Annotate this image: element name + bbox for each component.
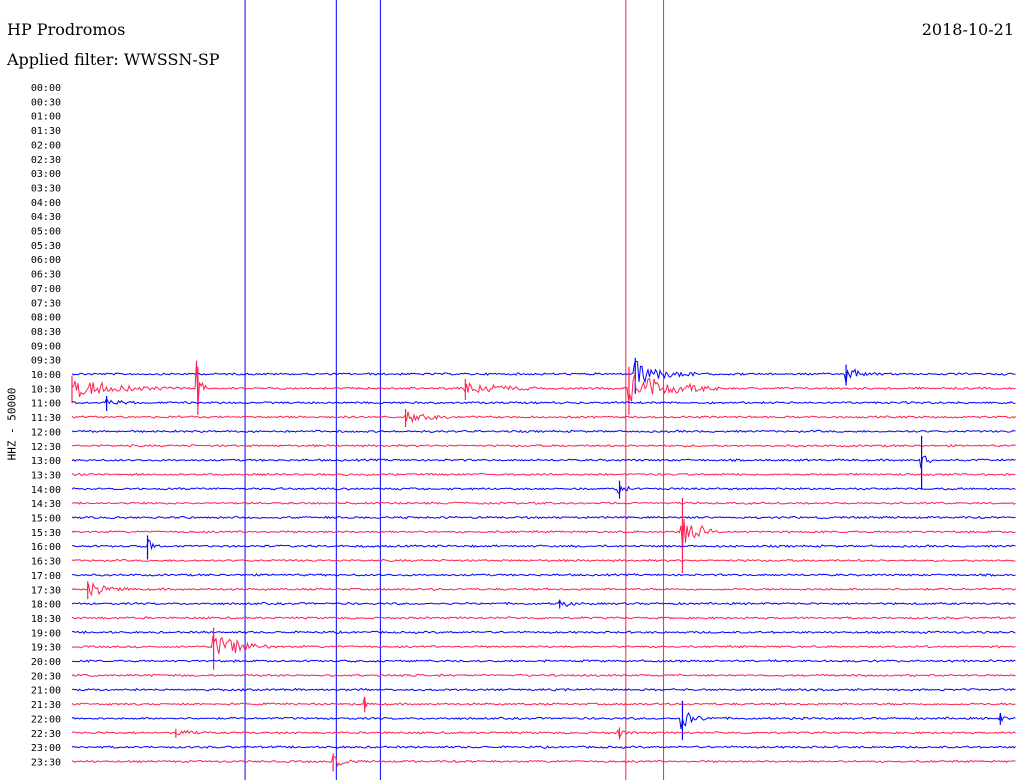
trace-line bbox=[71, 360, 1016, 384]
trace-line bbox=[71, 360, 1016, 408]
time-label: 19:30 bbox=[31, 643, 61, 654]
time-label: 09:30 bbox=[31, 356, 61, 367]
time-label: 02:30 bbox=[31, 155, 61, 166]
filter-label: Applied filter: WWSSN-SP bbox=[7, 50, 220, 69]
time-label: 16:30 bbox=[31, 557, 61, 568]
time-label: 07:00 bbox=[31, 284, 61, 295]
trace-line bbox=[71, 472, 1016, 477]
trace-line bbox=[71, 755, 1016, 767]
time-label: 16:00 bbox=[31, 542, 61, 553]
time-label: 11:30 bbox=[31, 413, 61, 424]
time-label: 17:00 bbox=[31, 571, 61, 582]
time-label: 17:30 bbox=[31, 585, 61, 596]
trace-line bbox=[71, 515, 1016, 520]
time-label: 09:00 bbox=[31, 341, 61, 352]
time-label: 13:00 bbox=[31, 456, 61, 467]
time-label: 01:00 bbox=[31, 112, 61, 123]
time-label: 05:30 bbox=[31, 241, 61, 252]
trace-line bbox=[71, 696, 1016, 709]
time-label: 23:30 bbox=[31, 757, 61, 768]
time-label: 14:00 bbox=[31, 485, 61, 496]
trace-line bbox=[71, 455, 1016, 469]
trace-line bbox=[71, 519, 1016, 549]
time-label: 07:30 bbox=[31, 298, 61, 309]
trace-line bbox=[71, 539, 1016, 551]
trace-line bbox=[71, 616, 1016, 620]
time-label: 04:30 bbox=[31, 212, 61, 223]
time-marker-group bbox=[244, 0, 665, 780]
trace-line bbox=[71, 573, 1016, 577]
time-label: 12:00 bbox=[31, 427, 61, 438]
time-label: 00:00 bbox=[31, 83, 61, 94]
time-label: 23:00 bbox=[31, 743, 61, 754]
time-label: 13:30 bbox=[31, 470, 61, 481]
time-label: 01:30 bbox=[31, 126, 61, 137]
trace-line bbox=[71, 443, 1016, 448]
trace-line bbox=[71, 558, 1016, 563]
trace-line bbox=[71, 411, 1016, 424]
time-label: 19:00 bbox=[31, 628, 61, 639]
trace-line bbox=[71, 711, 1016, 730]
time-label: 14:30 bbox=[31, 499, 61, 510]
time-label: 05:00 bbox=[31, 227, 61, 238]
trace-line bbox=[71, 635, 1016, 655]
time-label: 03:00 bbox=[31, 169, 61, 180]
trace-line bbox=[71, 501, 1016, 505]
trace-line bbox=[71, 429, 1016, 434]
trace-line bbox=[71, 687, 1016, 692]
time-label: 06:30 bbox=[31, 270, 61, 281]
trace-line bbox=[71, 745, 1016, 749]
time-label: 03:30 bbox=[31, 183, 61, 194]
trace-line bbox=[71, 659, 1016, 663]
time-label: 20:30 bbox=[31, 671, 61, 682]
time-label: 00:30 bbox=[31, 97, 61, 108]
trace-group bbox=[71, 357, 1016, 772]
trace-line bbox=[71, 630, 1016, 635]
time-label: 20:00 bbox=[31, 657, 61, 668]
time-label: 06:00 bbox=[31, 255, 61, 266]
time-label: 10:00 bbox=[31, 370, 61, 381]
time-label: 22:30 bbox=[31, 729, 61, 740]
time-label: 18:00 bbox=[31, 600, 61, 611]
time-label: 11:00 bbox=[31, 399, 61, 410]
time-label: 15:30 bbox=[31, 528, 61, 539]
time-label: 10:30 bbox=[31, 384, 61, 395]
trace-line bbox=[71, 599, 1016, 608]
time-label: 02:00 bbox=[31, 140, 61, 151]
time-label: 18:30 bbox=[31, 614, 61, 625]
trace-line bbox=[71, 673, 1016, 678]
time-label: 22:00 bbox=[31, 714, 61, 725]
trace-line bbox=[71, 396, 1016, 405]
time-label: 12:30 bbox=[31, 442, 61, 453]
time-label: 08:30 bbox=[31, 327, 61, 338]
time-label: 21:00 bbox=[31, 686, 61, 697]
station-title: HP Prodromos bbox=[7, 20, 126, 39]
time-label: 21:30 bbox=[31, 700, 61, 711]
trace-line bbox=[71, 581, 1016, 597]
date-label: 2018-10-21 bbox=[921, 20, 1014, 39]
time-label: 04:00 bbox=[31, 198, 61, 209]
time-label: 15:00 bbox=[31, 514, 61, 525]
trace-line bbox=[71, 729, 1016, 739]
time-label: 08:00 bbox=[31, 313, 61, 324]
time-label-group: 00:00 00:30 01:00 01:30 02:00 02:30 03:00 03:30… bbox=[31, 83, 61, 768]
trace-line bbox=[71, 485, 1016, 495]
